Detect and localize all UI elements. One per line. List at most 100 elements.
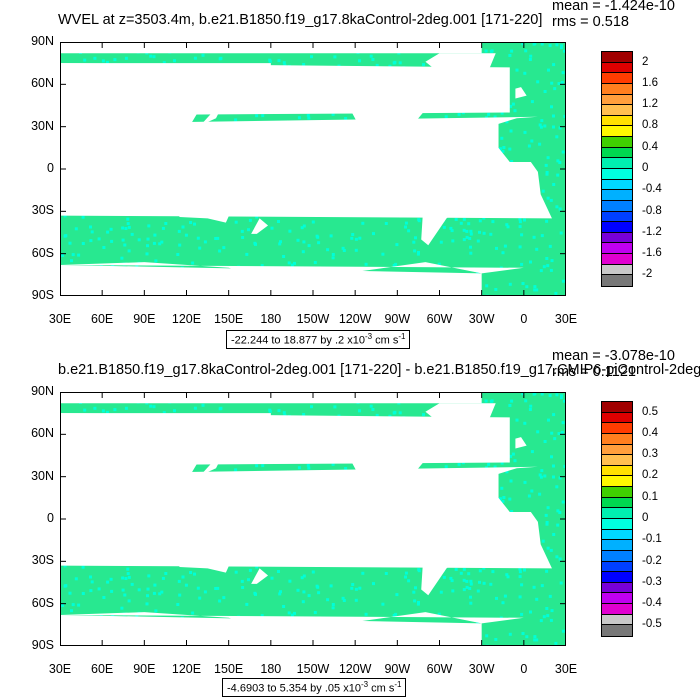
field-speckle	[176, 603, 180, 606]
field-speckle	[533, 285, 537, 289]
field-speckle	[535, 247, 539, 251]
field-speckle	[361, 221, 365, 225]
field-speckle	[412, 240, 416, 244]
field-speckle	[282, 605, 286, 608]
longitude-label: 30E	[48, 312, 72, 326]
field-speckle	[478, 230, 481, 234]
field-speckle	[506, 575, 510, 579]
field-speckle	[279, 590, 282, 594]
field-speckle	[384, 222, 388, 225]
latitude-label: 0	[47, 511, 54, 525]
field-speckle	[191, 261, 195, 265]
land-mask	[287, 417, 447, 508]
field-speckle	[527, 494, 531, 498]
colorbar-swatch	[601, 168, 633, 181]
field-speckle	[502, 146, 506, 149]
field-speckle	[127, 575, 131, 579]
field-speckle	[278, 592, 282, 596]
field-speckle	[407, 229, 411, 233]
field-speckle	[234, 468, 238, 472]
colorbar-swatch	[601, 93, 633, 107]
field-speckle	[518, 595, 522, 599]
field-speckle	[164, 222, 168, 225]
field-speckle	[542, 615, 546, 619]
field-speckle	[97, 237, 101, 241]
field-speckle	[90, 230, 94, 234]
field-speckle	[173, 409, 176, 413]
field-speckle	[234, 220, 238, 224]
field-speckle	[560, 81, 564, 84]
field-speckle	[503, 244, 507, 248]
field-speckle	[523, 568, 526, 572]
field-speckle	[350, 236, 354, 240]
field-speckle	[149, 404, 153, 408]
field-speckle	[392, 614, 396, 617]
field-speckle	[81, 242, 85, 245]
field-speckle	[81, 592, 85, 595]
field-speckle	[529, 404, 533, 408]
field-speckle	[508, 404, 512, 407]
field-speckle	[102, 596, 106, 599]
ocean-field	[60, 392, 566, 646]
field-speckle	[555, 485, 559, 489]
field-speckle	[442, 225, 446, 229]
field-speckle	[369, 54, 373, 58]
latitude-label: 30N	[31, 118, 54, 133]
field-speckle	[201, 403, 205, 407]
field-speckle	[282, 61, 286, 65]
field-speckle	[253, 241, 257, 245]
field-speckle	[109, 577, 113, 581]
field-speckle	[482, 231, 486, 235]
field-speckle	[459, 221, 463, 225]
ocean-field	[60, 42, 566, 296]
field-speckle	[520, 233, 524, 237]
field-speckle	[553, 87, 557, 91]
field-speckle	[518, 575, 522, 579]
field-speckle	[467, 572, 471, 576]
field-speckle	[110, 239, 114, 243]
field-speckle	[543, 440, 547, 443]
rms-value: rms = 0.1121	[552, 364, 636, 380]
field-speckle	[518, 570, 522, 574]
field-speckle	[550, 105, 553, 109]
field-speckle	[184, 233, 188, 237]
field-speckle	[509, 129, 513, 133]
field-speckle	[255, 565, 259, 569]
field-speckle	[530, 100, 534, 104]
field-speckle	[313, 261, 317, 264]
field-speckle	[316, 235, 320, 239]
colorbar-label: -0.5	[642, 618, 662, 631]
field-speckle	[462, 217, 466, 221]
field-speckle	[491, 570, 495, 574]
field-speckle	[555, 135, 559, 139]
field-speckle	[307, 116, 311, 120]
field-speckle	[287, 261, 291, 265]
contour-range-label: -4.6903 to 5.354 by .05 x10-3 cm s-1	[222, 678, 407, 697]
longitude-label: 60E	[91, 312, 114, 326]
longitude-label: 30E	[554, 662, 578, 676]
field-speckle	[450, 229, 454, 233]
field-speckle	[469, 245, 472, 249]
field-speckle	[518, 220, 522, 224]
field-speckle	[240, 229, 244, 233]
field-speckle	[469, 601, 473, 605]
field-speckle	[539, 269, 543, 273]
field-speckle	[306, 113, 310, 117]
colorbar-swatch	[601, 146, 633, 160]
field-speckle	[508, 147, 512, 151]
colorbar-swatch	[601, 82, 633, 96]
colorbar-label: -1.6	[642, 247, 662, 260]
colorbar-label: 0.2	[642, 469, 658, 482]
field-speckle	[545, 607, 549, 610]
longitude-label: 120W	[338, 662, 372, 676]
field-speckle	[540, 469, 544, 473]
field-speckle	[462, 228, 466, 232]
land-mask	[411, 504, 475, 596]
field-speckle	[89, 225, 92, 229]
field-speckle	[503, 594, 507, 598]
field-speckle	[560, 394, 563, 398]
field-speckle	[317, 241, 321, 245]
field-speckle	[530, 139, 534, 143]
field-speckle	[149, 54, 153, 58]
field-speckle	[245, 602, 249, 606]
